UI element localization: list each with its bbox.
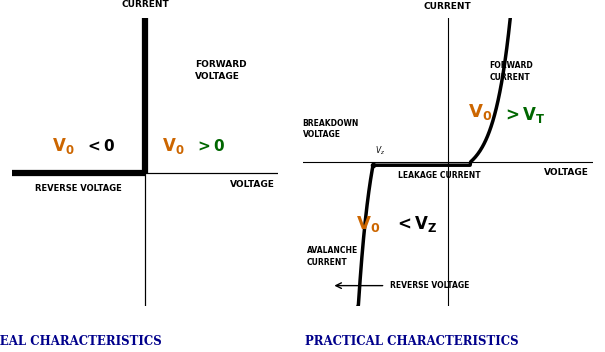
Text: $\mathbf{<0}$: $\mathbf{<0}$ bbox=[85, 138, 116, 155]
Text: BREAKDOWN
VOLTAGE: BREAKDOWN VOLTAGE bbox=[302, 119, 359, 139]
Text: $\mathbf{V_0}$: $\mathbf{V_0}$ bbox=[162, 136, 185, 156]
Text: CURRENT: CURRENT bbox=[424, 2, 471, 11]
Text: REVERSE VOLTAGE: REVERSE VOLTAGE bbox=[35, 184, 122, 193]
Text: REVERSE VOLTAGE: REVERSE VOLTAGE bbox=[390, 281, 469, 290]
Text: AVALANCHE
CURRENT: AVALANCHE CURRENT bbox=[307, 246, 358, 267]
Text: FORWARD
CURRENT: FORWARD CURRENT bbox=[489, 61, 533, 82]
Text: $\mathbf{> V_T}$: $\mathbf{> V_T}$ bbox=[502, 105, 545, 125]
Text: FORWARD
VOLTAGE: FORWARD VOLTAGE bbox=[195, 61, 247, 81]
Text: $\mathbf{V_0}$: $\mathbf{V_0}$ bbox=[356, 214, 381, 234]
Text: $\mathbf{V_0}$: $\mathbf{V_0}$ bbox=[468, 102, 492, 122]
Text: VOLTAGE: VOLTAGE bbox=[230, 180, 275, 189]
Text: VOLTAGE: VOLTAGE bbox=[544, 168, 589, 177]
Text: $\mathbf{V_0}$: $\mathbf{V_0}$ bbox=[52, 136, 74, 156]
Text: IDEAL CHARACTERISTICS: IDEAL CHARACTERISTICS bbox=[0, 335, 162, 348]
Text: $V_z$: $V_z$ bbox=[375, 144, 385, 157]
Text: PRACTICAL CHARACTERISTICS: PRACTICAL CHARACTERISTICS bbox=[304, 335, 518, 348]
Text: CURRENT: CURRENT bbox=[122, 0, 169, 9]
Text: $\mathbf{< V_Z}$: $\mathbf{< V_Z}$ bbox=[394, 214, 437, 234]
Text: $\mathbf{> 0}$: $\mathbf{> 0}$ bbox=[195, 138, 226, 155]
Text: LEAKAGE CURRENT: LEAKAGE CURRENT bbox=[398, 171, 480, 180]
